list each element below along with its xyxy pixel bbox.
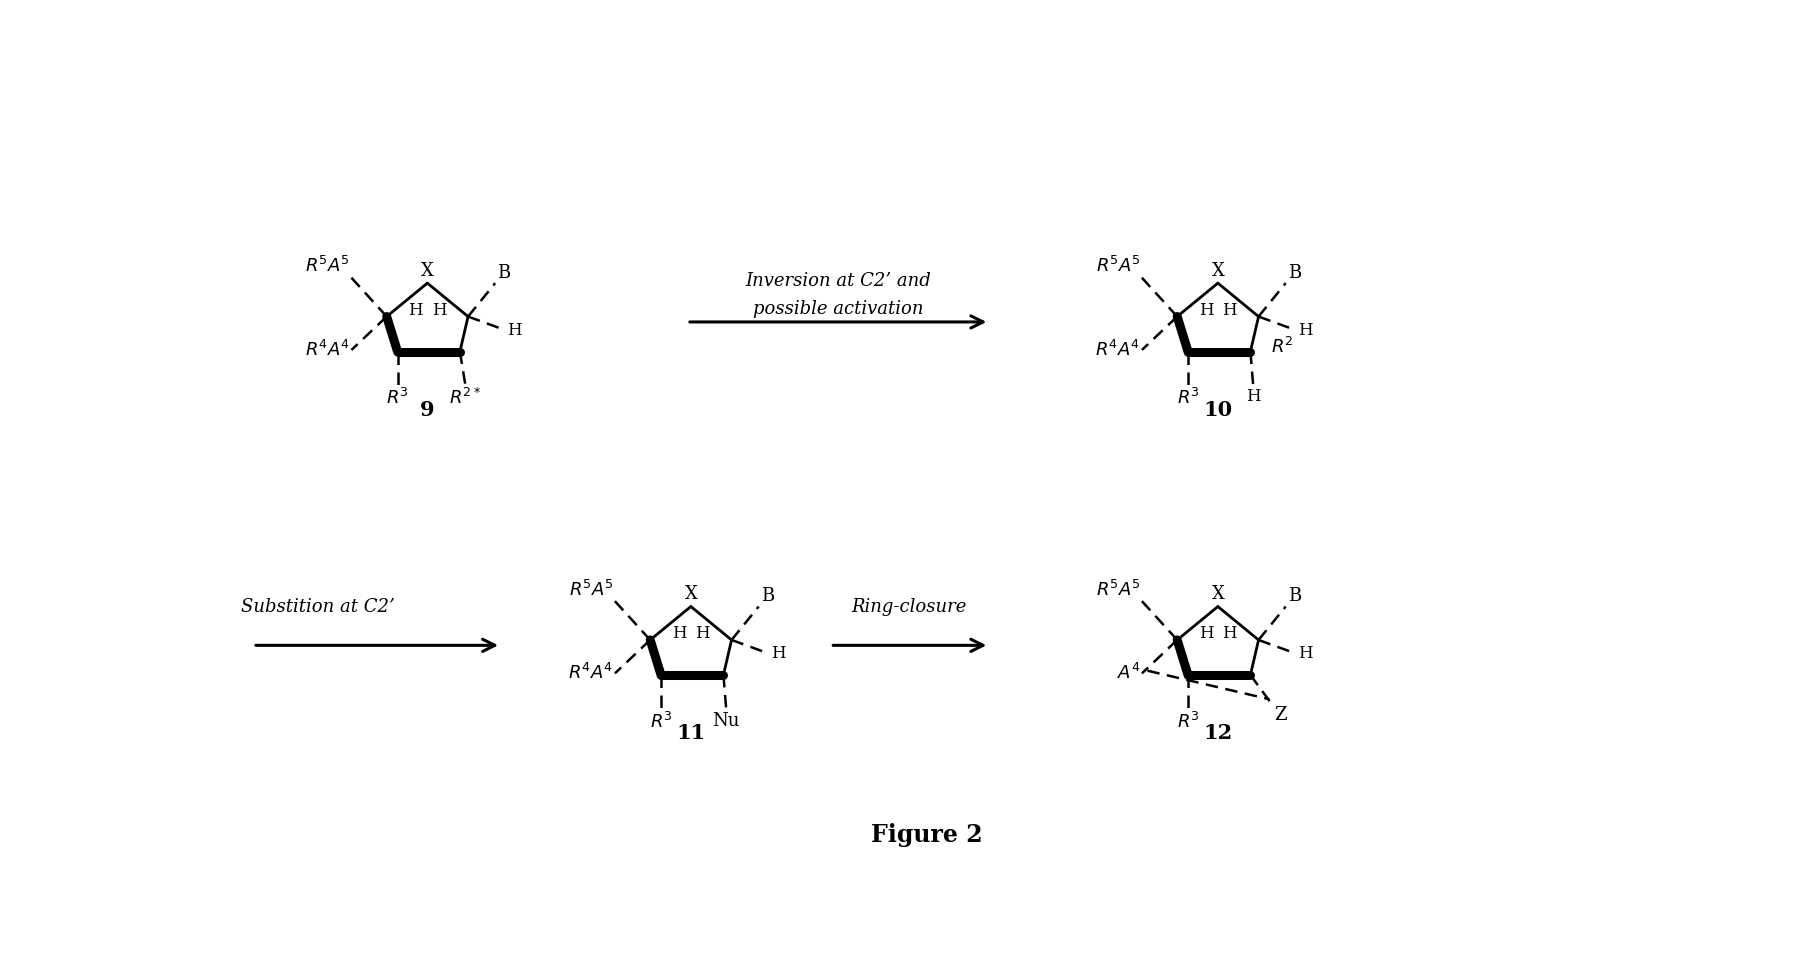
Text: H: H	[508, 321, 522, 339]
Text: Substition at C2’: Substition at C2’	[242, 598, 396, 616]
Text: H: H	[432, 302, 446, 318]
Text: H: H	[1297, 321, 1312, 339]
Text: B: B	[497, 264, 511, 281]
Text: $R^4A^4$: $R^4A^4$	[567, 664, 613, 683]
Text: $R^3$: $R^3$	[651, 712, 672, 732]
Text: Ring-closure: Ring-closure	[851, 598, 967, 616]
Text: 10: 10	[1203, 400, 1232, 420]
Text: H: H	[1245, 388, 1261, 405]
Text: H: H	[1198, 302, 1212, 318]
Text: possible activation: possible activation	[754, 300, 923, 318]
Text: H: H	[696, 625, 710, 642]
Text: 12: 12	[1203, 723, 1232, 744]
Text: X: X	[1211, 262, 1225, 280]
Text: H: H	[770, 645, 786, 662]
Text: Z: Z	[1274, 707, 1287, 724]
Text: Nu: Nu	[712, 712, 739, 730]
Text: 11: 11	[676, 723, 705, 744]
Text: 9: 9	[419, 400, 435, 420]
Text: H: H	[1223, 302, 1238, 318]
Text: $R^5A^5$: $R^5A^5$	[305, 256, 351, 276]
Text: H: H	[1198, 625, 1212, 642]
Text: $A^4$: $A^4$	[1117, 664, 1140, 683]
Text: $R^{2*}$: $R^{2*}$	[450, 388, 481, 408]
Text: $R^4A^4$: $R^4A^4$	[1095, 340, 1140, 360]
Text: X: X	[1211, 586, 1225, 603]
Text: H: H	[672, 625, 687, 642]
Text: $R^2$: $R^2$	[1270, 338, 1294, 357]
Text: H: H	[1223, 625, 1238, 642]
Text: H: H	[1297, 645, 1312, 662]
Text: Inversion at C2’ and: Inversion at C2’ and	[744, 271, 931, 290]
Text: B: B	[1288, 264, 1301, 281]
Text: H: H	[408, 302, 423, 318]
Text: B: B	[1288, 587, 1301, 605]
Text: $R^3$: $R^3$	[1176, 388, 1200, 408]
Text: Figure 2: Figure 2	[871, 823, 983, 847]
Text: $R^3$: $R^3$	[1176, 712, 1200, 732]
Text: $R^5A^5$: $R^5A^5$	[1095, 580, 1140, 599]
Text: $R^4A^4$: $R^4A^4$	[305, 340, 351, 360]
Text: X: X	[685, 586, 698, 603]
Text: B: B	[761, 587, 773, 605]
Text: $R^5A^5$: $R^5A^5$	[1095, 256, 1140, 276]
Text: $R^3$: $R^3$	[387, 388, 408, 408]
Text: X: X	[421, 262, 434, 280]
Text: $R^5A^5$: $R^5A^5$	[569, 580, 613, 599]
